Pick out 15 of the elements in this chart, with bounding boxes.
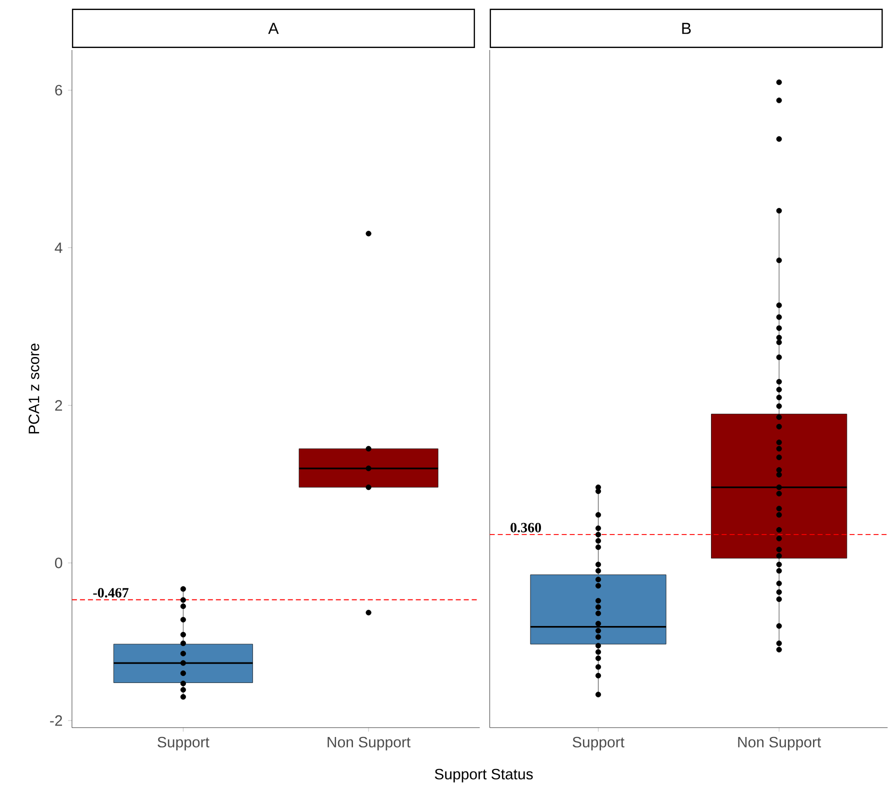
- y-axis-title: PCA1 z score: [28, 344, 40, 434]
- ref-line-label: 0.360: [510, 523, 541, 533]
- x-tick-label: Non Support: [328, 737, 410, 751]
- x-tick-label: Support: [158, 737, 210, 751]
- chart-title: A: [268, 23, 279, 34]
- y-tick-label: 0: [55, 558, 62, 568]
- x-tick-label: Support: [572, 737, 624, 751]
- y-tick-label: 4: [54, 242, 62, 254]
- chart-title: B: [682, 23, 691, 34]
- y-tick-label: -2: [50, 716, 62, 726]
- ref-line-label: -0.467: [93, 588, 129, 598]
- x-tick-label: Non Support: [738, 737, 822, 751]
- x-axis-title: Support Status: [434, 769, 533, 783]
- y-tick-label: 2: [55, 400, 62, 411]
- y-tick-label: 6: [55, 85, 62, 96]
